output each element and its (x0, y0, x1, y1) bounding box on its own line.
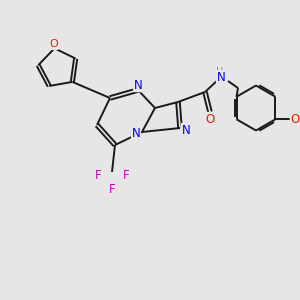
Text: N: N (217, 70, 225, 83)
Text: N: N (132, 127, 140, 140)
Text: O: O (49, 39, 58, 49)
Text: O: O (206, 112, 214, 125)
Text: F: F (123, 169, 129, 182)
Text: N: N (182, 124, 190, 136)
Text: F: F (109, 184, 115, 196)
Text: O: O (290, 113, 300, 126)
Text: F: F (95, 169, 101, 182)
Text: N: N (134, 79, 142, 92)
Text: H: H (216, 67, 224, 76)
